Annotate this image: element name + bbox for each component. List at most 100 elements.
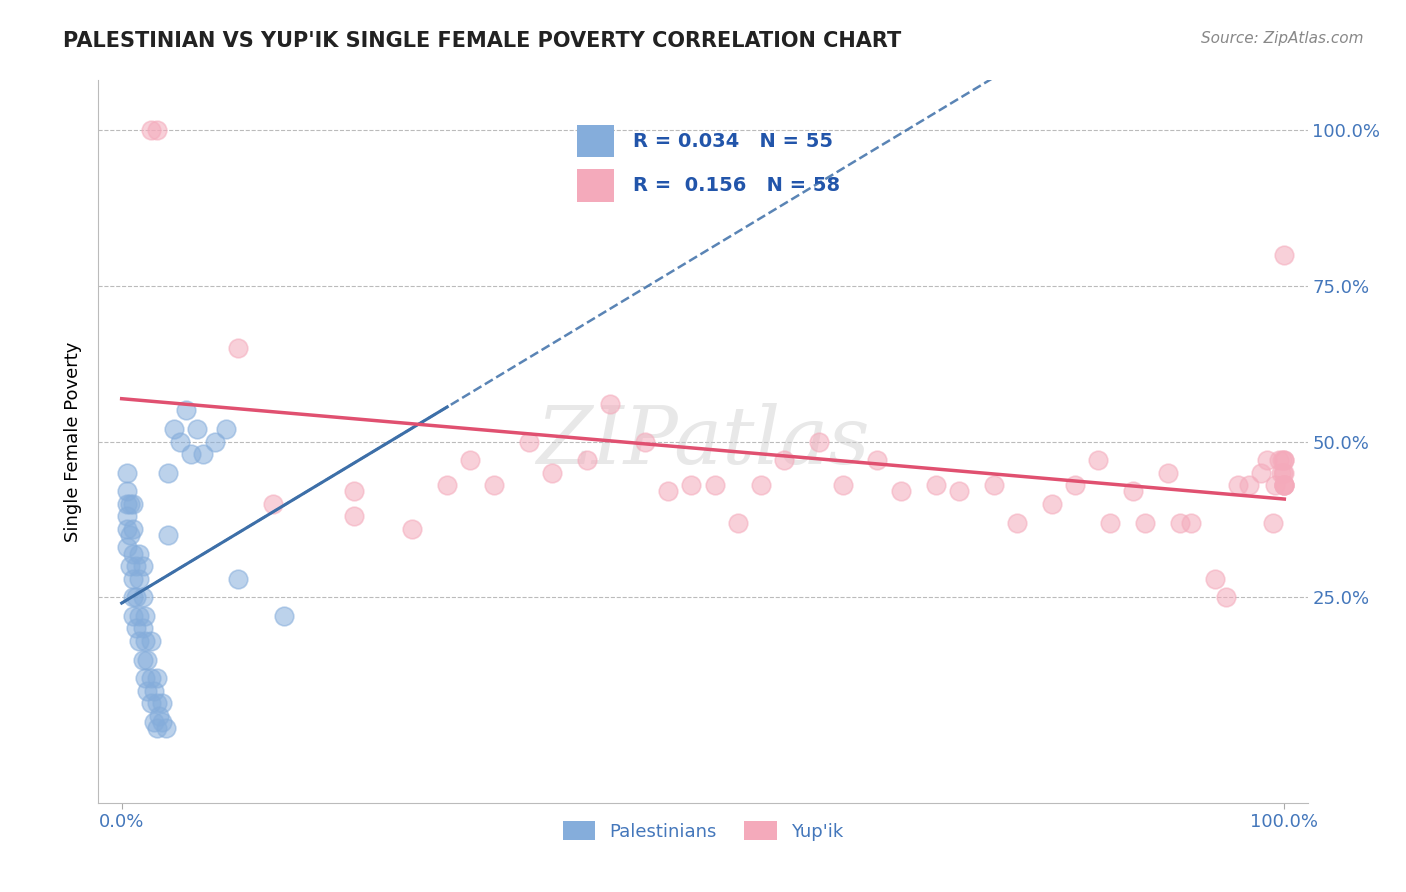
Point (540, 466, 562, 480)
Point (1226, 478, 1249, 492)
Point (174, 403, 197, 417)
Point (118, 497, 141, 511)
Point (204, 434, 226, 449)
Legend: Palestinians, Yup'ik: Palestinians, Yup'ik (555, 814, 851, 848)
Point (122, 522, 145, 536)
Point (139, 123, 162, 137)
Point (599, 397, 621, 411)
Point (1250, 466, 1272, 480)
Point (150, 714, 173, 729)
Point (124, 559, 146, 574)
Point (1040, 497, 1063, 511)
Point (517, 434, 540, 449)
Point (343, 484, 366, 499)
Point (139, 696, 162, 710)
Point (1133, 516, 1156, 530)
Point (983, 478, 1005, 492)
Point (118, 559, 141, 574)
Point (122, 497, 145, 511)
Point (1087, 453, 1109, 467)
Point (145, 123, 167, 137)
Point (482, 478, 505, 492)
Point (808, 434, 831, 449)
Point (134, 609, 156, 624)
Point (1204, 572, 1226, 586)
Point (215, 422, 238, 436)
Point (703, 478, 725, 492)
Point (145, 696, 167, 710)
Point (1272, 466, 1295, 480)
Point (122, 609, 145, 624)
Point (1272, 248, 1295, 262)
Point (169, 434, 191, 449)
Point (143, 714, 166, 729)
Point (117, 522, 139, 536)
Point (1272, 478, 1295, 492)
Point (128, 572, 150, 586)
Point (124, 591, 146, 605)
Point (924, 478, 946, 492)
Point (634, 434, 657, 449)
Point (226, 572, 249, 586)
Point (191, 447, 214, 461)
Point (134, 633, 156, 648)
Point (749, 478, 772, 492)
Point (136, 683, 159, 698)
Point (139, 633, 162, 648)
Point (1271, 453, 1294, 467)
Point (128, 609, 150, 624)
Point (131, 559, 153, 574)
Point (122, 572, 145, 586)
Point (1261, 516, 1284, 530)
Point (436, 478, 458, 492)
Point (1005, 516, 1028, 530)
Point (343, 509, 366, 524)
Text: Source: ZipAtlas.com: Source: ZipAtlas.com (1201, 31, 1364, 46)
Point (117, 466, 139, 480)
Point (1267, 453, 1289, 467)
Point (1272, 478, 1295, 492)
Point (134, 671, 156, 685)
Point (401, 522, 423, 536)
Point (145, 721, 167, 735)
Point (1168, 516, 1191, 530)
Point (866, 453, 889, 467)
Point (1180, 516, 1202, 530)
Point (1256, 453, 1278, 467)
Point (773, 453, 796, 467)
Point (117, 541, 139, 555)
Point (145, 671, 167, 685)
Y-axis label: Single Female Poverty: Single Female Poverty (65, 342, 83, 541)
Point (1270, 466, 1292, 480)
Point (226, 341, 249, 355)
Point (136, 652, 159, 666)
Point (186, 422, 208, 436)
Point (1064, 478, 1087, 492)
Point (122, 591, 145, 605)
Point (131, 621, 153, 635)
Point (831, 478, 853, 492)
Point (157, 528, 180, 542)
Point (727, 516, 749, 530)
Point (150, 696, 173, 710)
Point (139, 671, 162, 685)
Point (262, 497, 284, 511)
Point (131, 591, 153, 605)
Point (180, 447, 202, 461)
Point (575, 453, 598, 467)
Point (155, 721, 177, 735)
Point (1122, 484, 1144, 499)
Point (681, 478, 703, 492)
Point (273, 609, 295, 624)
Point (1098, 516, 1121, 530)
Point (1239, 478, 1261, 492)
Point (460, 453, 482, 467)
Point (128, 633, 150, 648)
Point (1272, 453, 1295, 467)
Point (1272, 453, 1295, 467)
Point (1215, 591, 1237, 605)
Point (117, 484, 139, 499)
Text: ZIPatlas: ZIPatlas (536, 403, 870, 480)
Point (124, 621, 146, 635)
Point (117, 497, 139, 511)
